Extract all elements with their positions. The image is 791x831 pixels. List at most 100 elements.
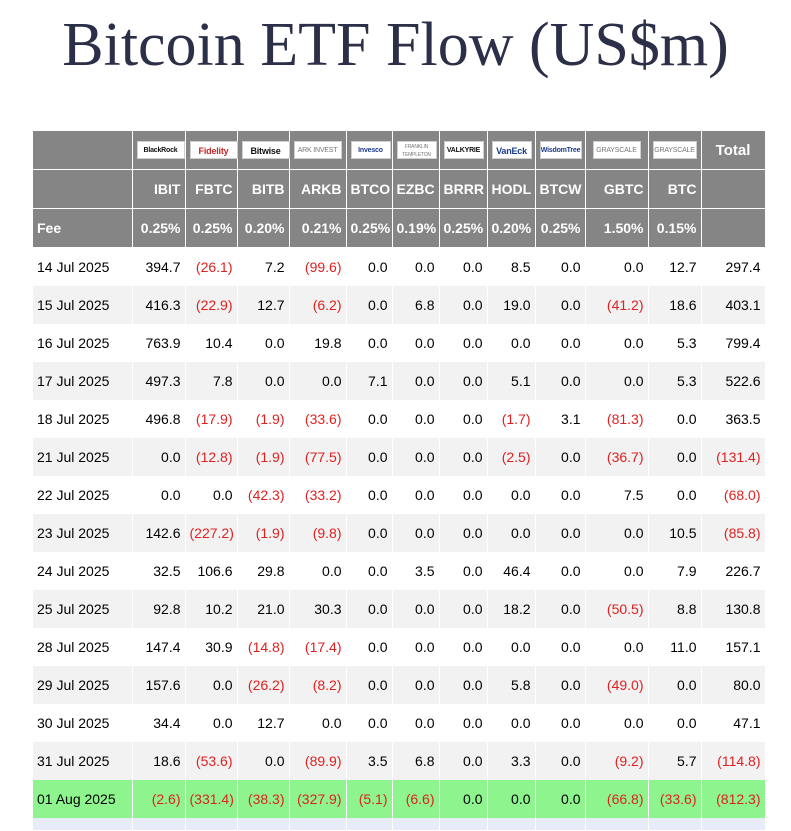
flow-cell-brrr: 0.0 bbox=[439, 742, 488, 780]
table-row: 28 Jul 2025 147.4 30.9 (14.8) (17.4) 0.0 0.0 0.… bbox=[33, 628, 766, 666]
grayscale-logo-icon: GRAYSCALE bbox=[592, 141, 641, 160]
wisdomtree-logo-icon: WisdomTree bbox=[539, 141, 582, 160]
flow-cell-brrr: 0.0 bbox=[439, 514, 488, 552]
flow-cell-brrr: 0.0 bbox=[439, 286, 488, 324]
flow-cell-ezbc: 0.0 bbox=[392, 247, 440, 286]
flow-cell-total: (85.8) bbox=[701, 514, 766, 552]
issuer-cell-fidelity: Fidelity bbox=[185, 131, 238, 170]
flow-cell-ibit: 34.4 bbox=[132, 704, 186, 742]
flow-cell-ezbc: 6.8 bbox=[392, 742, 440, 780]
flow-cell-btco: 0.0 bbox=[346, 324, 393, 362]
flow-cell-hodl: 0.0 bbox=[487, 324, 536, 362]
flow-cell-ezbc: 0.0 bbox=[392, 476, 440, 514]
flow-cell-btcw: 0.0 bbox=[535, 552, 586, 590]
flow-cell-bitb: (38.3) bbox=[237, 780, 290, 818]
flow-cell-total: (812.3) bbox=[701, 780, 766, 818]
flow-cell-bitb: (1.9) bbox=[237, 438, 290, 476]
table-row: 21 Jul 2025 0.0 (12.8) (1.9) (77.5) 0.0 0.0 0.0… bbox=[33, 438, 766, 476]
row-date: 28 Jul 2025 bbox=[33, 628, 133, 666]
table-row: 31 Jul 2025 18.6 (53.6) 0.0 (89.9) 3.5 6.8 0.0 3… bbox=[33, 742, 766, 780]
table-row: 01 Aug 2025 (2.6) (331.4) (38.3) (327.9) (5.1… bbox=[33, 780, 766, 818]
partial-cell bbox=[132, 818, 186, 830]
flow-cell-bitb: (1.9) bbox=[237, 514, 290, 552]
flow-cell-btco: 0.0 bbox=[346, 590, 393, 628]
flow-cell-arkb: (327.9) bbox=[289, 780, 347, 818]
flow-cell-brrr: 0.0 bbox=[439, 476, 488, 514]
flow-cell-arkb: 0.0 bbox=[289, 704, 347, 742]
flow-cell-total: (68.0) bbox=[701, 476, 766, 514]
fee-btc: 0.15% bbox=[648, 208, 702, 248]
flow-cell-arkb: (77.5) bbox=[289, 438, 347, 476]
flow-cell-btco: 3.5 bbox=[346, 742, 393, 780]
partial-cell bbox=[392, 818, 440, 830]
flow-cell-hodl: 18.2 bbox=[487, 590, 536, 628]
flow-cell-brrr: 0.0 bbox=[439, 780, 488, 818]
flow-cell-btcw: 0.0 bbox=[535, 666, 586, 704]
flow-cell-btc: 0.0 bbox=[648, 666, 702, 704]
row-date: 29 Jul 2025 bbox=[33, 666, 133, 704]
flow-cell-arkb: 0.0 bbox=[289, 362, 347, 400]
flow-cell-brrr: 0.0 bbox=[439, 400, 488, 438]
flow-cell-bitb: 7.2 bbox=[237, 247, 290, 286]
flow-cell-bitb: (1.9) bbox=[237, 400, 290, 438]
flow-cell-bitb: (14.8) bbox=[237, 628, 290, 666]
flow-cell-btc: 11.0 bbox=[648, 628, 702, 666]
flow-cell-btc: (33.6) bbox=[648, 780, 702, 818]
table-row: 17 Jul 2025 497.3 7.8 0.0 0.0 7.1 0.0 0.0 5.1 0.0… bbox=[33, 362, 766, 400]
ticker-blank-cell bbox=[33, 169, 133, 209]
grayscale-mini-logo-icon: GRAYSCALE bbox=[652, 141, 697, 160]
issuer-cell-franklin: FRANKLIN TEMPLETON bbox=[392, 131, 440, 170]
flow-cell-btco: 0.0 bbox=[346, 514, 393, 552]
flow-cell-brrr: 0.0 bbox=[439, 247, 488, 286]
ticker-brrr: BRRR bbox=[439, 169, 488, 209]
ticker-ezbc: EZBC bbox=[392, 169, 440, 209]
flow-cell-arkb: (8.2) bbox=[289, 666, 347, 704]
flow-cell-total: 522.6 bbox=[701, 362, 766, 400]
partial-cell bbox=[33, 818, 133, 830]
row-date: 14 Jul 2025 bbox=[33, 247, 133, 286]
flow-cell-ezbc: 0.0 bbox=[392, 400, 440, 438]
flow-cell-total: 130.8 bbox=[701, 590, 766, 628]
flow-cell-gbtc: (49.0) bbox=[585, 666, 649, 704]
row-date: 25 Jul 2025 bbox=[33, 590, 133, 628]
flow-cell-btc: 5.3 bbox=[648, 362, 702, 400]
flow-cell-fbtc: 10.4 bbox=[185, 324, 238, 362]
flow-cell-bitb: 21.0 bbox=[237, 590, 290, 628]
flow-cell-brrr: 0.0 bbox=[439, 552, 488, 590]
flow-cell-btcw: 0.0 bbox=[535, 590, 586, 628]
flow-cell-arkb: (9.8) bbox=[289, 514, 347, 552]
page-title: Bitcoin ETF Flow (US$m) bbox=[62, 11, 729, 79]
flow-cell-gbtc: (66.8) bbox=[585, 780, 649, 818]
ticker-btco: BTCO bbox=[346, 169, 393, 209]
franklin-logo-icon: FRANKLIN TEMPLETON bbox=[396, 141, 437, 160]
flow-cell-total: 157.1 bbox=[701, 628, 766, 666]
issuer-cell-vaneck: VanEck bbox=[487, 131, 536, 170]
table-row: 14 Jul 2025 394.7 (26.1) 7.2 (99.6) 0.0 0.0 0.0… bbox=[33, 247, 766, 286]
header-blank-cell bbox=[33, 131, 133, 170]
flow-cell-hodl: 3.3 bbox=[487, 742, 536, 780]
ticker-ibit: IBIT bbox=[132, 169, 186, 209]
flow-cell-fbtc: 106.6 bbox=[185, 552, 238, 590]
fee-total-blank bbox=[701, 208, 766, 248]
flow-cell-hodl: 8.5 bbox=[487, 247, 536, 286]
fee-bitb: 0.20% bbox=[237, 208, 290, 248]
flow-cell-fbtc: 10.2 bbox=[185, 590, 238, 628]
flow-cell-btco: 0.0 bbox=[346, 666, 393, 704]
flow-cell-gbtc: 0.0 bbox=[585, 514, 649, 552]
flow-cell-fbtc: (12.8) bbox=[185, 438, 238, 476]
flow-cell-fbtc: (26.1) bbox=[185, 247, 238, 286]
flow-cell-hodl: (2.5) bbox=[487, 438, 536, 476]
flow-cell-btc: 5.7 bbox=[648, 742, 702, 780]
flow-cell-ibit: 18.6 bbox=[132, 742, 186, 780]
flow-cell-btco: 0.0 bbox=[346, 628, 393, 666]
fee-brrr: 0.25% bbox=[439, 208, 488, 248]
flow-cell-btcw: 0.0 bbox=[535, 247, 586, 286]
partial-cell bbox=[585, 818, 649, 830]
flow-cell-fbtc: 7.8 bbox=[185, 362, 238, 400]
flow-cell-ibit: 0.0 bbox=[132, 438, 186, 476]
issuer-cell-invesco: Invesco bbox=[346, 131, 393, 170]
flow-cell-ibit: 157.6 bbox=[132, 666, 186, 704]
flow-cell-arkb: (17.4) bbox=[289, 628, 347, 666]
flow-cell-brrr: 0.0 bbox=[439, 666, 488, 704]
table-row: 30 Jul 2025 34.4 0.0 12.7 0.0 0.0 0.0 0.0 0.0 0.0… bbox=[33, 704, 766, 742]
